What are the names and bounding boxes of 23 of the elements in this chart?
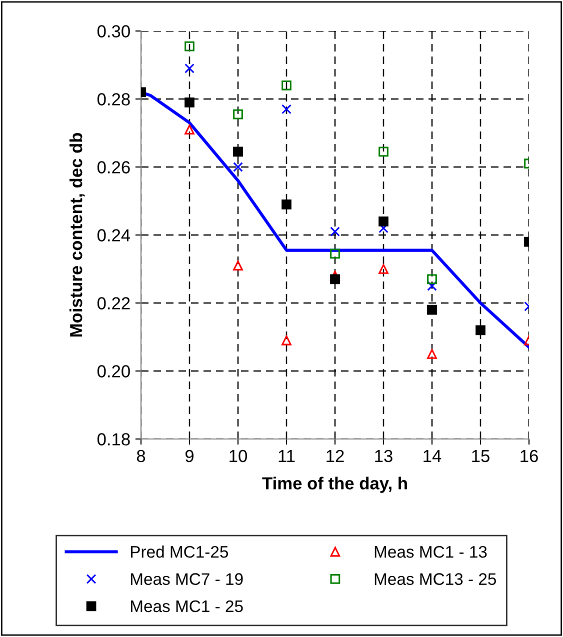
y-tick-label: 0.24 <box>97 229 130 242</box>
x-tick-label: 11 <box>278 450 295 462</box>
legend-label: Meas MC7 - 19 <box>130 573 243 585</box>
x-tick-label: 12 <box>326 450 344 462</box>
legend-label: Pred MC1-25 <box>130 546 228 558</box>
x-tick-label: 14 <box>424 450 442 462</box>
y-axis-title: Moisture content, dec db <box>70 132 85 337</box>
x-tick-label: 16 <box>520 450 538 462</box>
x-axis-title: Time of the day, h <box>262 476 407 493</box>
y-tick-label: 0.28 <box>97 93 130 106</box>
legend-label: Meas MC1 - 13 <box>374 546 487 558</box>
y-tick-label: 0.18 <box>97 433 130 446</box>
x-tick-label: 13 <box>375 450 392 462</box>
legend-label: Meas MC13 - 25 <box>374 573 496 585</box>
x-tick-label: 9 <box>185 450 194 462</box>
x-tick-label: 8 <box>136 450 146 462</box>
y-tick-label: 0.26 <box>97 161 130 174</box>
legend-label: Meas MC1 - 25 <box>130 600 243 612</box>
x-tick-label: 10 <box>230 450 247 462</box>
y-tick-label: 0.22 <box>97 297 130 310</box>
y-tick-label: 0.20 <box>97 365 130 378</box>
x-tick-label: 15 <box>472 450 490 462</box>
y-tick-label: 0.30 <box>97 25 130 38</box>
